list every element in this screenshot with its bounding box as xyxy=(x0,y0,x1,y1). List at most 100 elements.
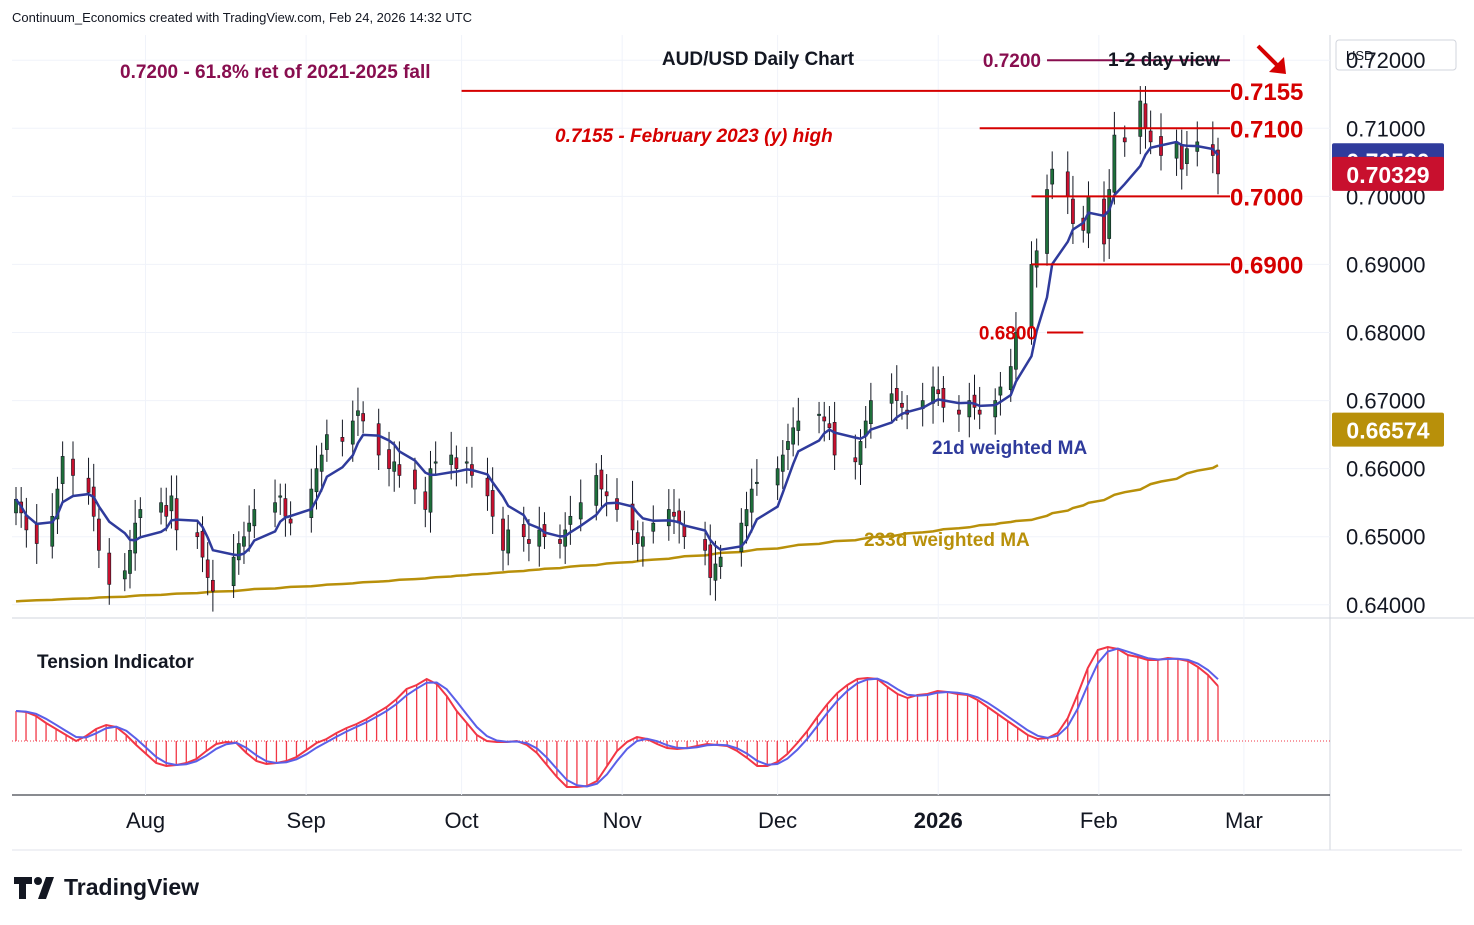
candle-body xyxy=(780,454,785,472)
candle-body xyxy=(858,441,863,465)
chart-header: Continuum_Economics created with Trading… xyxy=(12,10,473,25)
candle-body xyxy=(376,423,381,456)
candle-body xyxy=(682,525,687,538)
candle-body xyxy=(128,550,132,574)
candle-body xyxy=(200,530,205,558)
tension-histogram xyxy=(15,647,1219,787)
candle-body xyxy=(1138,100,1143,137)
tradingview-logo-icon xyxy=(14,876,54,899)
candle-body xyxy=(169,495,174,512)
candle-body xyxy=(1174,141,1179,159)
y-tick-label: 0.67000 xyxy=(1346,389,1426,414)
candle-body xyxy=(164,505,169,517)
candle-body xyxy=(252,509,257,527)
candle-body xyxy=(635,532,640,544)
candle-body xyxy=(936,389,941,395)
candle-body xyxy=(107,552,112,585)
level-label: 0.6900 xyxy=(1230,252,1303,279)
candle-body xyxy=(957,409,961,415)
chart-title: AUD/USD Daily Chart xyxy=(662,49,855,70)
level-label: 0.7155 xyxy=(1230,79,1303,106)
y-tick-label: 0.65000 xyxy=(1346,525,1426,550)
candle-body xyxy=(527,539,531,544)
candles xyxy=(14,86,1220,612)
y-tick-label: 0.69000 xyxy=(1346,252,1426,277)
candle-body xyxy=(977,409,982,415)
candle-body xyxy=(464,461,469,464)
candle-body xyxy=(1122,137,1127,143)
candle-body xyxy=(718,556,723,567)
ma21-line xyxy=(14,140,1219,557)
candle-body xyxy=(755,481,759,484)
candle-body xyxy=(967,400,972,418)
candle-body xyxy=(231,556,236,587)
candle-body xyxy=(630,503,635,531)
candle-body xyxy=(449,454,454,465)
candle-body xyxy=(413,469,417,490)
level-label: 0.7000 xyxy=(1230,184,1303,211)
candle-body xyxy=(744,509,749,527)
y-tick-label: 0.64000 xyxy=(1346,593,1426,618)
candle-body xyxy=(894,388,899,401)
candle-body xyxy=(1148,130,1153,143)
candle-body xyxy=(50,515,55,547)
currency-box xyxy=(1335,39,1457,71)
candle-body xyxy=(713,563,718,581)
down-arrow-icon xyxy=(1256,44,1286,74)
candle-body xyxy=(236,543,241,561)
candle-body xyxy=(832,422,837,456)
price-badge-label: 0.66574 xyxy=(1346,418,1429,444)
candle-body xyxy=(796,420,801,431)
candle-body xyxy=(786,441,790,450)
candle-body xyxy=(195,532,200,538)
candle-body xyxy=(1112,134,1117,193)
candle-body xyxy=(822,416,827,422)
candle-body xyxy=(242,536,246,547)
x-tick-label: Dec xyxy=(758,808,797,833)
price-badge xyxy=(1332,156,1444,191)
view-label: 1-2 day view xyxy=(1108,50,1220,71)
candle-body xyxy=(325,434,329,450)
candle-body xyxy=(392,461,397,472)
candle-body xyxy=(506,529,511,554)
candle-body xyxy=(283,498,288,517)
candle-body xyxy=(537,529,542,547)
candle-body xyxy=(775,468,780,486)
candle-body xyxy=(1071,198,1075,224)
x-tick-label: Mar xyxy=(1225,808,1263,833)
candle-body xyxy=(319,454,324,472)
y-tick-label: 0.66000 xyxy=(1346,457,1426,482)
candle-body xyxy=(599,469,604,490)
candle-body xyxy=(159,502,163,513)
candle-body xyxy=(817,413,821,416)
candle-body xyxy=(55,488,60,520)
candle-body xyxy=(34,524,39,544)
level-label: 0.6800 xyxy=(979,323,1037,344)
plot-area xyxy=(12,35,1330,795)
candle-body xyxy=(993,400,998,418)
candle-body xyxy=(869,400,873,425)
candle-body xyxy=(900,402,904,408)
candle-body xyxy=(739,522,744,552)
tradingview-logo[interactable]: TradingView xyxy=(14,874,199,901)
candle-body xyxy=(749,488,754,513)
candle-body xyxy=(133,522,138,554)
candle-body xyxy=(827,423,832,429)
annotation-ma233: 233d weighted MA xyxy=(864,530,1030,551)
candle-body xyxy=(122,570,127,580)
candle-body xyxy=(651,522,656,532)
level-label: 0.7200 xyxy=(983,51,1041,72)
annotation-fib: 0.7200 - 61.8% ret of 2021-2025 fall xyxy=(120,62,431,83)
candle-body xyxy=(604,491,609,497)
tension-signal-line xyxy=(15,647,1219,788)
candle-body xyxy=(703,539,707,551)
candle-body xyxy=(174,498,179,531)
candle-body xyxy=(1008,366,1013,390)
candle-body xyxy=(641,536,645,547)
annotation-ma21: 21d weighted MA xyxy=(932,438,1087,459)
candle-body xyxy=(97,518,101,551)
candle-body xyxy=(941,388,946,408)
candle-body xyxy=(1185,148,1189,164)
candle-body xyxy=(278,495,283,498)
